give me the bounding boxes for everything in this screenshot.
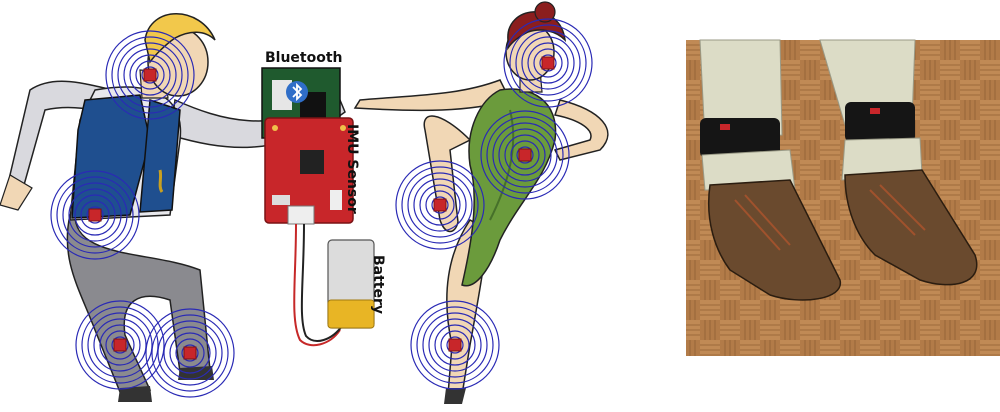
- sensor-node: [145, 308, 235, 398]
- bluetooth-icon: [286, 81, 308, 103]
- sensor-ring: [129, 54, 171, 96]
- sensor-ring: [431, 196, 449, 214]
- sensor-ring: [486, 116, 564, 194]
- sensor-ring: [503, 18, 593, 108]
- sensor-rings: [50, 18, 593, 398]
- ankle-photo: [686, 39, 1000, 356]
- sensor-ring: [151, 314, 229, 392]
- sensor-ring: [516, 146, 534, 164]
- sensor-ring: [428, 318, 482, 372]
- sensor-ring: [492, 122, 558, 188]
- sensor-ring: [105, 330, 135, 360]
- sensor-ring: [181, 344, 199, 362]
- sensor-ring: [141, 66, 159, 84]
- sensor-ring: [509, 24, 587, 102]
- sensor-ring: [68, 188, 122, 242]
- sensor-ring: [510, 140, 540, 170]
- sensor-chip: [448, 338, 462, 352]
- sensor-ring: [413, 178, 467, 232]
- sensor-chip: [143, 68, 157, 82]
- sensor-ring: [533, 48, 563, 78]
- sensor-ring: [81, 306, 159, 384]
- sensor-ring: [145, 308, 235, 398]
- sensor-ring: [440, 330, 470, 360]
- sensor-ring: [419, 184, 461, 226]
- sensor-ring: [157, 320, 223, 386]
- sensor-ring: [539, 54, 557, 72]
- sensor-chip: [183, 346, 197, 360]
- sensor-ring: [425, 190, 455, 220]
- battery-label: Battery: [370, 255, 386, 315]
- sensor-ring: [87, 312, 153, 378]
- sensor-ring: [86, 206, 104, 224]
- sensor-node: [50, 170, 140, 260]
- sensor-ring: [105, 30, 195, 120]
- sensor-ring: [74, 194, 116, 236]
- sensor-node: [75, 300, 165, 390]
- sensor-ring: [480, 110, 570, 200]
- sensor-ring: [111, 336, 129, 354]
- sensor-ring: [80, 200, 110, 230]
- sensor-ring: [62, 182, 128, 248]
- sensor-chip: [518, 148, 532, 162]
- sensor-chip: [113, 338, 127, 352]
- sensor-ring: [93, 318, 147, 372]
- sensor-ring: [75, 300, 165, 390]
- sensor-chip: [88, 208, 102, 222]
- ankle-band-right: [845, 102, 915, 142]
- boot-left: [707, 179, 841, 301]
- sensor-ring: [515, 30, 581, 96]
- sensor-ring: [422, 312, 488, 378]
- sensor-ring: [56, 176, 134, 254]
- sensor-ring: [123, 48, 177, 102]
- sensor-ring: [401, 166, 479, 244]
- imu-sensor-label: IMU Sensor: [344, 124, 360, 214]
- sensor-ring: [521, 36, 575, 90]
- sensor-chip: [541, 56, 555, 70]
- sensor-ring: [416, 306, 494, 384]
- sensor-node: [105, 30, 195, 120]
- sensor-chip: [433, 198, 447, 212]
- sensor-node: [395, 160, 485, 250]
- sensor-ring: [527, 42, 569, 84]
- sensor-ring: [175, 338, 205, 368]
- sensor-ring: [111, 36, 189, 114]
- sensor-assembly: [261, 67, 375, 347]
- sensor-node: [480, 110, 570, 200]
- sensor-ring: [169, 332, 211, 374]
- bluetooth-label: Bluetooth: [265, 50, 343, 66]
- sensor-ring: [446, 336, 464, 354]
- sensor-ring: [99, 324, 141, 366]
- sensor-ring: [410, 300, 500, 390]
- sensor-ring: [407, 172, 473, 238]
- sensor-ring: [498, 128, 552, 182]
- sensor-node: [410, 300, 500, 390]
- sensor-node: [503, 18, 593, 108]
- sensor-ring: [135, 60, 165, 90]
- sensor-ring: [163, 326, 217, 380]
- sensor-ring: [504, 134, 546, 176]
- sensor-ring: [434, 324, 476, 366]
- sensor-ring: [395, 160, 485, 250]
- sensor-ring: [117, 42, 183, 108]
- sensor-ring: [50, 170, 140, 260]
